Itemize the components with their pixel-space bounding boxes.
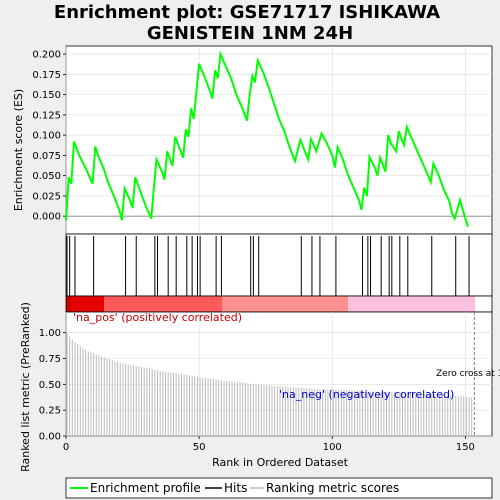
- zero-cross-label: Zero cross at 153: [436, 369, 500, 379]
- chart-title-line1: Enrichment plot: GSE71717 ISHIKAWA: [54, 2, 440, 23]
- es-panel-grid: [65, 46, 492, 234]
- x-tick-label: 100: [323, 442, 342, 453]
- x-tick-label: 0: [63, 442, 69, 453]
- legend-es-label: Enrichment profile: [90, 481, 201, 495]
- band-segment-strong: [71, 296, 104, 312]
- metric-tick-label: 0.00: [39, 432, 61, 443]
- x-tick-label: 150: [456, 442, 475, 453]
- legend: Enrichment profile Hits Ranking metric s…: [65, 477, 493, 499]
- negative-correlation-label: 'na_neg' (negatively correlated): [279, 388, 454, 401]
- es-y-ticks: 0.000 0.025 0.050 0.075 0.100 0.125 0.150 0.175…: [32, 50, 66, 223]
- band-segment-negative: [348, 296, 475, 312]
- x-axis-label: Rank in Ordered Dataset: [212, 456, 349, 469]
- ranking-metric-bars: [66, 332, 473, 436]
- metric-tick-label: 0.50: [39, 380, 61, 391]
- es-panel: [65, 45, 493, 235]
- band-segment-mid: [104, 296, 222, 312]
- es-tick-label: 0.150: [32, 90, 61, 101]
- es-tick-label: 0.075: [32, 151, 61, 162]
- es-tick-label: 0.050: [32, 171, 61, 182]
- es-y-axis-label: Enrichment score (ES): [12, 89, 25, 211]
- enrichment-profile-line: [65, 50, 469, 228]
- metric-y-axis-label: Ranked list metric (PreRanked): [19, 302, 32, 472]
- legend-hits-label: Hits: [224, 481, 247, 495]
- x-axis-ticks: 0 50 100 150: [63, 436, 475, 453]
- es-tick-label: 0.000: [32, 212, 61, 223]
- metric-tick-label: 0.25: [39, 406, 61, 417]
- hits-panel: [65, 233, 493, 297]
- hit-marks: [66, 236, 470, 296]
- es-tick-label: 0.025: [32, 191, 61, 202]
- metric-tick-label: 0.75: [39, 354, 61, 365]
- metric-panel: [65, 311, 493, 437]
- legend-box: [65, 477, 493, 499]
- x-tick-label: 50: [193, 442, 206, 453]
- metric-y-ticks: 0.00 0.25 0.50 0.75 1.00: [39, 328, 66, 443]
- legend-metric-label: Ranking metric scores: [266, 481, 399, 495]
- chart-title-line2: GENISTEIN 1NM 24H: [147, 23, 353, 44]
- band-segment-strong-start: [66, 296, 71, 312]
- es-tick-label: 0.100: [32, 131, 61, 142]
- metric-tick-label: 1.00: [39, 328, 61, 339]
- es-tick-label: 0.200: [32, 50, 61, 61]
- es-tick-label: 0.125: [32, 110, 61, 121]
- es-tick-label: 0.175: [32, 70, 61, 81]
- band-segment-light: [222, 296, 348, 312]
- positive-correlation-label: 'na_pos' (positively correlated): [73, 311, 242, 324]
